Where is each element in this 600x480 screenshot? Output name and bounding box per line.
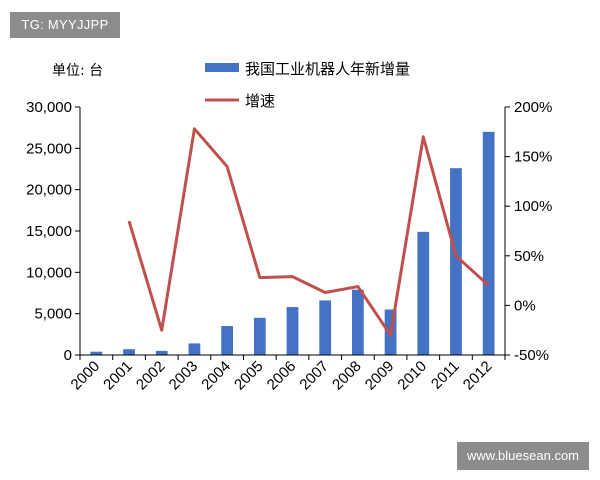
left-tick-label: 20,000 <box>26 182 72 199</box>
growth-line <box>127 127 490 337</box>
bar-2008 <box>352 289 364 355</box>
right-tick-label: 0% <box>514 297 536 314</box>
watermark-top-left: TG: MYYJJPP <box>10 12 120 38</box>
bar-2001 <box>123 349 135 355</box>
x-tick-label: 2012 <box>460 358 496 394</box>
right-axis-ticks: -50% 0% 50% 100% 150% 200% <box>505 99 552 364</box>
x-axis-ticks: 2000200120022003200420052006200720082009… <box>68 355 506 394</box>
left-tick-label: 5,000 <box>34 306 72 323</box>
bar-2010 <box>417 231 430 355</box>
x-tick-label: 2010 <box>394 358 430 394</box>
left-tick-label: 30,000 <box>26 99 72 116</box>
watermark-bottom-right: www.bluesean.com <box>457 442 589 470</box>
x-tick-label: 2001 <box>100 358 136 394</box>
legend-bar-swatch <box>205 63 239 72</box>
legend-line-label: 增速 <box>245 92 275 110</box>
x-tick-label: 2009 <box>362 358 398 394</box>
x-tick-label: 2011 <box>428 358 463 393</box>
x-tick-label: 2007 <box>296 358 332 394</box>
right-tick-label: 100% <box>514 198 552 215</box>
x-tick-label: 2008 <box>329 358 365 394</box>
bar-2004 <box>221 326 233 355</box>
left-tick-label: 15,000 <box>26 223 72 240</box>
right-tick-label: 150% <box>514 149 552 166</box>
growth-line-series <box>127 127 490 337</box>
bar-2012 <box>482 131 495 355</box>
x-tick-label: 2004 <box>198 358 234 394</box>
bar-2002 <box>155 350 168 355</box>
bar-2011 <box>450 168 462 355</box>
bar-series <box>90 131 495 355</box>
legend-bar-label: 我国工业机器人年新增量 <box>245 60 410 78</box>
bar-2007 <box>319 300 332 355</box>
bar-2000 <box>90 351 103 355</box>
right-tick-label: 50% <box>514 248 544 265</box>
left-tick-label: 0 <box>64 347 72 364</box>
left-tick-label: 10,000 <box>26 264 72 281</box>
bar-2006 <box>286 307 299 355</box>
x-tick-label: 2002 <box>133 358 169 394</box>
right-tick-label: -50% <box>514 347 549 364</box>
bar-2003 <box>188 343 201 355</box>
left-axis-ticks: 0 5,000 10,000 15,000 20,000 25,000 30,000 <box>26 99 80 364</box>
unit-label: 单位: 台 <box>52 63 103 79</box>
x-tick-label: 2000 <box>68 358 104 394</box>
x-tick-label: 2005 <box>231 358 267 394</box>
right-tick-label: 200% <box>514 99 552 116</box>
left-tick-label: 25,000 <box>26 140 72 157</box>
bar-2005 <box>253 317 266 355</box>
x-tick-label: 2006 <box>264 358 300 394</box>
x-tick-label: 2003 <box>166 358 202 394</box>
